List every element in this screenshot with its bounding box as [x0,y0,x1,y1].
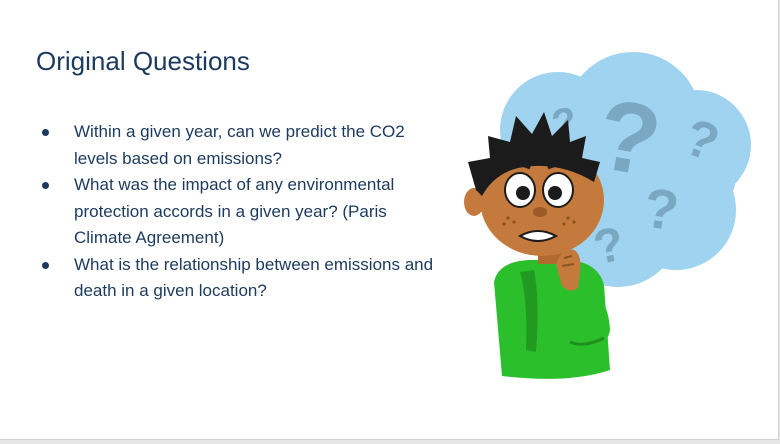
bullet-icon [42,182,49,189]
question-text: What was the impact of any environmental… [74,175,395,247]
question-text: Within a given year, can we predict the … [74,122,405,168]
confused-boy-icon: ? ? ? ? ? [464,52,751,379]
boy-head [464,112,604,256]
question-list: Within a given year, can we predict the … [40,119,440,305]
question-item: What is the relationship between emissio… [40,252,440,305]
boy-body [494,240,610,379]
question-text: What is the relationship between emissio… [74,254,434,301]
question-item: Within a given year, can we predict the … [40,119,440,172]
bullet-icon [42,129,49,136]
bullet-icon [42,261,49,269]
question-item: What was the impact of any environmental… [40,172,440,252]
slide-title: Original Questions [36,46,250,76]
